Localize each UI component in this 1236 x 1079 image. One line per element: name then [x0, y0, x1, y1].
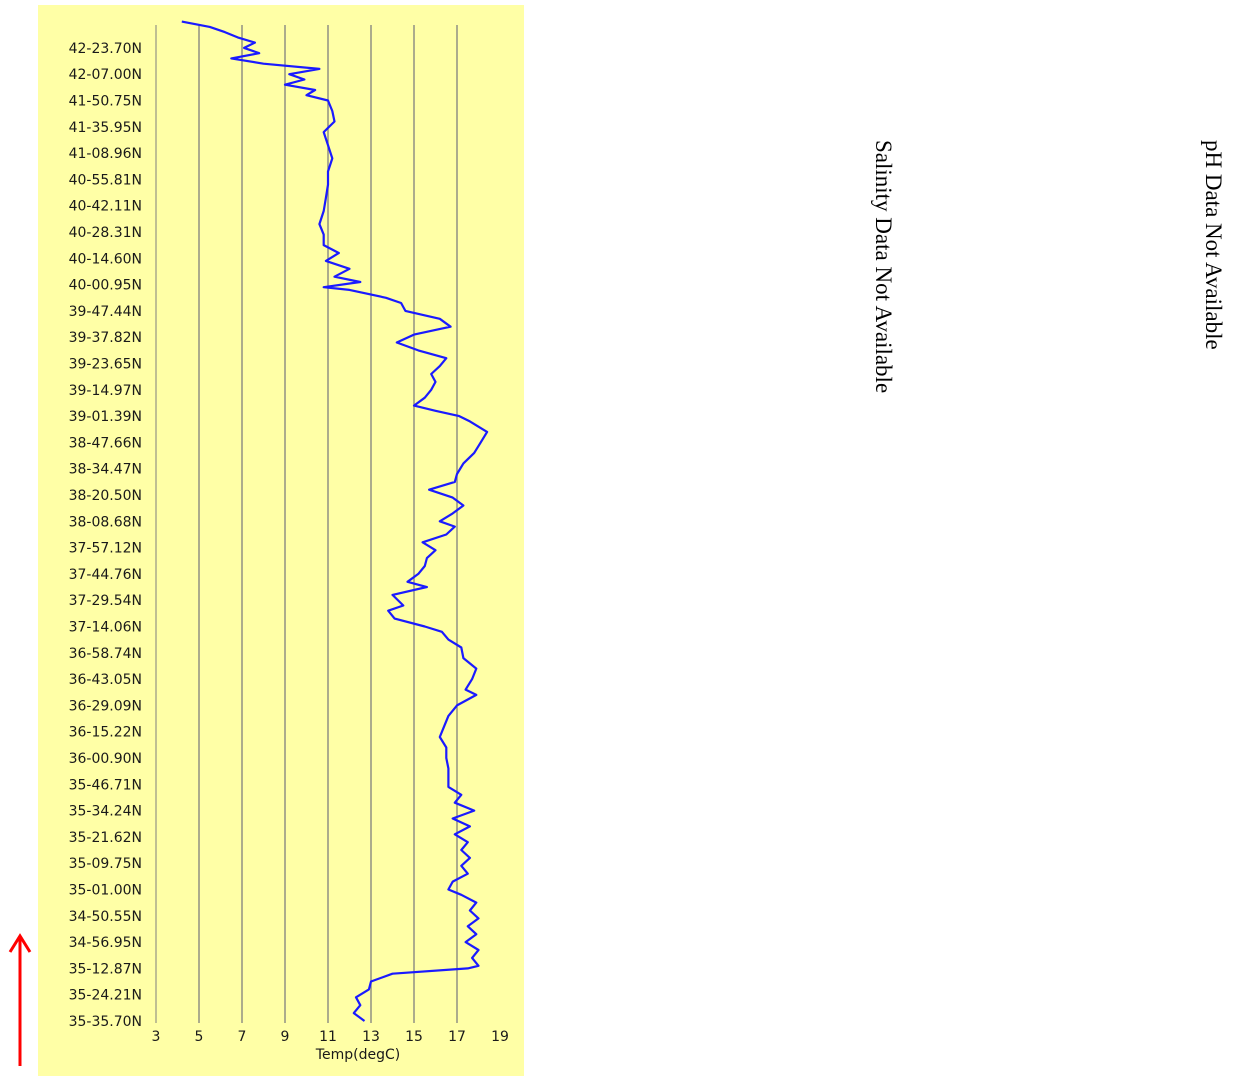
ph-note: pH Data Not Available [1201, 140, 1226, 350]
x-tick-label: 17 [448, 1029, 466, 1045]
temperature-chart: 35-35.70N 35-24.21N 35-12.87N 34-56.95N 34-5… [69, 20, 509, 1063]
up-arrow-icon [8, 933, 32, 1066]
x-tick-label: 9 [281, 1029, 290, 1045]
y-tick-label: 38-20.50N [69, 488, 142, 504]
x-tick-label: 11 [319, 1029, 337, 1045]
y-tick-label: 36-43.05N [69, 672, 142, 688]
y-tick-label: 37-44.76N [69, 567, 142, 583]
y-tick-label: 35-24.21N [69, 988, 142, 1004]
y-tick-label: 35-21.62N [69, 830, 142, 846]
salinity-note: Salinity Data Not Available [871, 140, 896, 394]
temperature-tick-labels: 3 5 7 9 11 13 15 17 19 [152, 1029, 509, 1045]
y-tick-label: 39-01.39N [69, 409, 142, 425]
y-tick-label: 38-08.68N [69, 514, 142, 530]
y-tick-label: 40-42.11N [69, 199, 142, 215]
y-tick-label: 41-08.96N [69, 146, 142, 162]
y-tick-label: 35-12.87N [69, 961, 142, 977]
y-tick-label: 42-23.70N [69, 41, 142, 57]
x-tick-label: 5 [195, 1029, 204, 1045]
y-tick-label: 35-01.00N [69, 883, 142, 899]
y-tick-label: 42-07.00N [69, 67, 142, 83]
latitude-tick-labels: 35-35.70N 35-24.21N 35-12.87N 34-56.95N 34-5… [69, 41, 142, 1030]
y-tick-label: 39-47.44N [69, 304, 142, 320]
y-tick-label: 37-57.12N [69, 541, 142, 557]
y-tick-label: 36-15.22N [69, 725, 142, 741]
y-tick-label: 35-35.70N [69, 1014, 142, 1030]
y-tick-label: 40-00.95N [69, 278, 142, 294]
y-tick-label: 39-14.97N [69, 383, 142, 399]
x-tick-label: 15 [405, 1029, 423, 1045]
y-tick-label: 41-35.95N [69, 120, 142, 136]
gridlines [155, 25, 458, 1023]
x-axis-label: Temp(degC) [315, 1047, 400, 1063]
y-tick-label: 38-34.47N [69, 462, 142, 478]
series-layer [181, 20, 489, 1022]
x-tick-label: 13 [362, 1029, 380, 1045]
y-tick-label: 38-47.66N [69, 435, 142, 451]
y-tick-label: 40-55.81N [69, 172, 142, 188]
y-tick-label: 34-50.55N [69, 909, 142, 925]
y-tick-label: 37-29.54N [69, 593, 142, 609]
y-tick-label: 39-23.65N [69, 357, 142, 373]
temperature-chart-panel: 35-35.70N 35-24.21N 35-12.87N 34-56.95N 34-5… [38, 5, 524, 1076]
y-tick-label: 36-58.74N [69, 646, 142, 662]
y-tick-label: 35-09.75N [69, 856, 142, 872]
y-tick-label: 35-34.24N [69, 804, 142, 820]
y-tick-label: 39-37.82N [69, 330, 142, 346]
y-tick-label: 34-56.95N [69, 935, 142, 951]
x-tick-label: 7 [238, 1029, 247, 1045]
y-tick-label: 40-14.60N [69, 251, 142, 267]
y-tick-label: 40-28.31N [69, 225, 142, 241]
y-tick-label: 35-46.71N [69, 777, 142, 793]
x-tick-label: 19 [491, 1029, 509, 1045]
y-tick-label: 36-29.09N [69, 698, 142, 714]
temperature-series-line [181, 20, 489, 1022]
y-tick-label: 37-14.06N [69, 620, 142, 636]
y-tick-label: 41-50.75N [69, 94, 142, 110]
x-tick-label: 3 [152, 1029, 161, 1045]
y-tick-label: 36-00.90N [69, 751, 142, 767]
